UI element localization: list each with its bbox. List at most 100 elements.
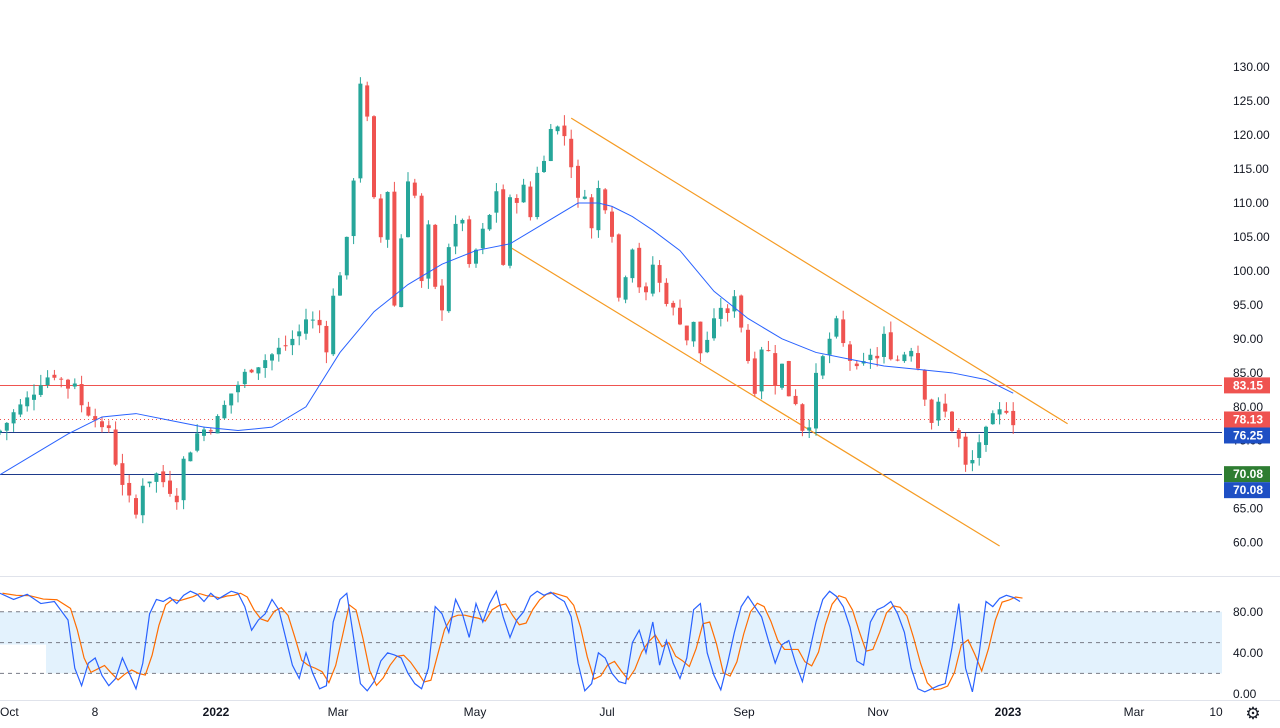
candle-body	[32, 394, 36, 400]
candle-body	[66, 379, 70, 389]
candle-body	[841, 319, 846, 344]
candle-body	[854, 363, 859, 367]
candle-body	[909, 350, 914, 357]
candle-body	[943, 403, 948, 412]
candle-body	[11, 412, 16, 424]
candle-body	[310, 319, 315, 321]
candle-body	[705, 339, 710, 353]
time-tick-label: Mar	[328, 705, 349, 719]
candle-body	[453, 223, 458, 247]
price-badge-label: 76.25	[1233, 428, 1263, 442]
candle-body	[623, 277, 628, 300]
price-tick-label: 130.00	[1233, 60, 1270, 74]
price-badge: 70.08	[1224, 482, 1270, 499]
candle-body	[351, 180, 356, 237]
price-tick-label: 80.00	[1233, 400, 1263, 414]
price-badge-label: 70.08	[1233, 467, 1263, 481]
candle-body	[514, 198, 519, 203]
candle-body	[344, 236, 349, 276]
candle-body	[59, 378, 64, 380]
candle-body	[542, 160, 546, 173]
time-tick-label: Mar	[1124, 705, 1145, 719]
channel-lower-line	[509, 246, 1000, 547]
candle-body	[644, 286, 648, 293]
candle-body	[480, 228, 485, 249]
stochastic-pane[interactable]: 80.00 40.00 0.00	[0, 589, 1263, 701]
candle-body	[548, 128, 553, 162]
candle-body	[895, 359, 900, 361]
time-axis[interactable]: Oct 8 2022 Mar May Jul Sep Nov 2023 Mar 10	[0, 700, 1280, 720]
candle-body	[168, 480, 172, 494]
time-tick-label: Jul	[599, 705, 614, 719]
candle-body	[888, 332, 893, 360]
candle-body	[18, 404, 23, 415]
price-tick-label: 105.00	[1233, 230, 1270, 244]
settings-gear-icon[interactable]: ⚙	[1245, 704, 1261, 723]
price-badge: 76.25	[1224, 427, 1270, 444]
candle-body	[589, 197, 594, 229]
candle-body	[616, 234, 621, 298]
candle-body	[52, 374, 57, 378]
candle-body	[528, 186, 533, 218]
price-pane[interactable]: 130.00 125.00 120.00 115.00 110.00 105.00 100.…	[0, 60, 1280, 577]
channel-upper-line	[570, 117, 1068, 425]
time-tick-label: Oct	[0, 705, 19, 719]
price-badge-label: 70.08	[1233, 483, 1263, 497]
price-tick-label: 90.00	[1233, 332, 1263, 346]
candle-body	[127, 482, 132, 496]
candle-body	[1004, 410, 1009, 413]
price-badge-label: 83.15	[1233, 378, 1263, 392]
candle-body	[752, 358, 757, 394]
stoch-d-line	[2, 592, 1023, 691]
candle-body	[392, 191, 397, 306]
price-tick-label: 125.00	[1233, 94, 1270, 108]
candle-body	[256, 367, 261, 374]
candle-body	[222, 404, 227, 419]
candle-body	[678, 307, 682, 325]
candle-body	[263, 360, 268, 368]
candle-body	[276, 347, 281, 355]
candle-body	[834, 318, 839, 337]
price-tick-label: 110.00	[1233, 196, 1269, 210]
price-tick-label: 120.00	[1233, 128, 1270, 142]
candle-body	[929, 399, 934, 423]
candle-body	[72, 383, 77, 387]
candle-body	[637, 247, 642, 288]
price-badge-bg	[1224, 377, 1270, 394]
candle-body	[113, 429, 118, 465]
candle-body	[474, 249, 478, 264]
candle-body	[297, 331, 302, 337]
candle-body	[358, 83, 363, 179]
price-badge-bg	[1224, 482, 1270, 499]
candle-body	[290, 338, 295, 346]
candle-body	[508, 197, 512, 266]
candle-body	[657, 265, 662, 283]
price-tick-label: 85.00	[1233, 366, 1263, 380]
candle-body	[446, 247, 451, 312]
candle-body	[984, 426, 988, 445]
candle-body	[997, 409, 1002, 415]
candle-body	[718, 307, 723, 319]
candle-body	[202, 429, 206, 436]
time-tick-label: 10	[1209, 705, 1223, 719]
candle-body	[501, 189, 506, 265]
candle-body	[487, 214, 492, 230]
moving-average-line	[0, 202, 1014, 476]
candle-body	[827, 338, 832, 355]
candle-body	[154, 473, 159, 482]
candle-body	[848, 344, 852, 361]
candle-body	[93, 416, 98, 421]
candle-body	[786, 361, 791, 397]
candle-body	[38, 385, 43, 395]
candle-body	[671, 302, 676, 308]
candle-body	[725, 308, 730, 313]
candle-body	[990, 413, 995, 425]
candle-body	[324, 325, 329, 353]
candle-body	[86, 406, 91, 416]
candle-body	[950, 411, 954, 431]
candle-body	[0, 430, 2, 433]
price-badge: 83.15	[1224, 377, 1270, 394]
candle-body	[304, 319, 308, 334]
candle-body	[236, 384, 240, 393]
